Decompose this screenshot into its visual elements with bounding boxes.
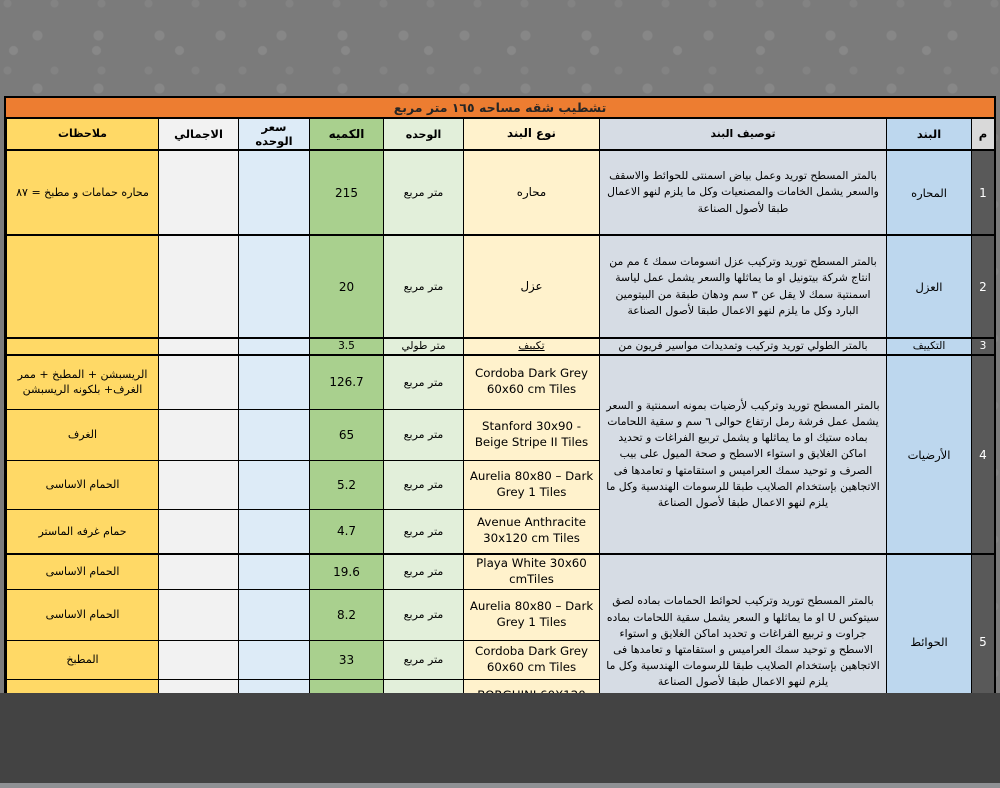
item-name: الأرضيات: [886, 354, 972, 555]
cell-notes: الحمام الاساسى: [6, 459, 159, 510]
cell-unit-price: [238, 508, 310, 555]
cell-unit: متر مربع: [383, 588, 464, 641]
cell-type: Cordoba Dark Grey 60x60 cm Tiles: [463, 354, 600, 410]
cell-unit-price: [238, 588, 310, 641]
quotation-table: م البند توصيف البند نوع البند الوحده الك…: [6, 118, 995, 730]
cell-unit: متر مربع: [383, 459, 464, 510]
item-description: بالمتر المسطح توريد وتركيب لأرضيات بمونه…: [599, 354, 887, 555]
cell-type: Avenue Anthracite 30x120 cm Tiles: [463, 508, 600, 555]
table-row: 2 العزل بالمتر المسطح توريد وتركيب عزل ا…: [6, 234, 995, 339]
item-description: بالمتر الطولي توريد وتركيب وتمديدات مواس…: [599, 337, 887, 356]
table-row: 1 المحاره بالمتر المسطح توريد وعمل بياض …: [6, 149, 995, 236]
cell-total: [158, 552, 239, 590]
row-number: 3: [971, 337, 995, 356]
cell-type: تكييف: [463, 337, 600, 356]
table-row: Cordoba Dark Grey 60x60 cm Tiles متر مرب…: [6, 639, 995, 680]
cell-notes: حمام غرفه الماستر: [6, 508, 159, 555]
cell-unit: متر طولي: [383, 337, 464, 356]
cell-type: Stanford 30x90 - Beige Stripe II Tiles: [463, 408, 600, 461]
cell-total: [158, 337, 239, 356]
table-row: 5 الحوائط بالمتر المسطح توريد وتركيب لحو…: [6, 552, 995, 730]
cell-notes: الغرف: [6, 408, 159, 461]
cell-qty: 4.7: [309, 508, 384, 555]
cell-notes: الحمام الاساسى: [6, 588, 159, 641]
cell-qty: 126.7: [309, 354, 384, 410]
cell-unit-price: [238, 459, 310, 510]
cell-type: Aurelia 80x80 – Dark Grey 1 Tiles: [463, 459, 600, 510]
cell-type: عزل: [463, 234, 600, 339]
col-header-item: البند: [886, 118, 972, 151]
cell-unit-price: [238, 639, 310, 680]
table-row: 3 التكييف بالمتر الطولي توريد وتركيب وتم…: [6, 337, 995, 356]
cell-unit: متر مربع: [383, 149, 464, 236]
cell-total: [158, 459, 239, 510]
cell-unit: متر مربع: [383, 639, 464, 680]
cell-notes: الريسبشن + المطبخ + ممر الغرف+ بلكونه ال…: [6, 354, 159, 410]
item-name: المحاره: [886, 149, 972, 236]
cell-qty: 19.6: [309, 552, 384, 590]
item-name: العزل: [886, 234, 972, 339]
item-description: بالمتر المسطح توريد وتركيب عزل انسومات س…: [599, 234, 887, 339]
cell-qty: 215: [309, 149, 384, 236]
cell-unit: متر مربع: [383, 408, 464, 461]
table-row: Avenue Anthracite 30x120 cm Tiles متر مر…: [6, 508, 995, 555]
cell-unit-price: [238, 354, 310, 410]
cell-unit: متر مربع: [383, 234, 464, 339]
cell-notes: [6, 337, 159, 356]
col-header-qty: الكميه: [309, 118, 384, 151]
table-row: Aurelia 80x80 – Dark Grey 1 Tiles متر مر…: [6, 459, 995, 510]
col-header-description: توصيف البند: [599, 118, 887, 151]
cell-total: [158, 639, 239, 680]
cell-unit-price: [238, 552, 310, 590]
table-row: 4 الأرضيات بالمتر المسطح توريد وتركيب لأ…: [6, 354, 995, 555]
cell-total: [158, 408, 239, 461]
col-header-total: الاجمالي: [158, 118, 239, 151]
col-header-notes: ملاحظات: [6, 118, 159, 151]
sheet-title: تشطيب شقه مساحه ١٦٥ متر مربع: [6, 98, 994, 118]
cell-notes: [6, 234, 159, 339]
quotation-table-sheet: تشطيب شقه مساحه ١٦٥ متر مربع م البند توص…: [4, 96, 996, 732]
cell-unit-price: [238, 149, 310, 236]
table-row: Stanford 30x90 - Beige Stripe II Tiles م…: [6, 408, 995, 461]
cell-type: Cordoba Dark Grey 60x60 cm Tiles: [463, 639, 600, 680]
cell-qty: 5.2: [309, 459, 384, 510]
col-header-unit-price: سعر الوحده: [238, 118, 310, 151]
cell-total: [158, 354, 239, 410]
col-header-unit: الوحده: [383, 118, 464, 151]
cell-unit: متر مربع: [383, 508, 464, 555]
cell-qty: 8.2: [309, 588, 384, 641]
row-number: 1: [971, 149, 995, 236]
cell-unit: متر مربع: [383, 552, 464, 590]
header-row: م البند توصيف البند نوع البند الوحده الك…: [6, 118, 995, 151]
cell-total: [158, 588, 239, 641]
bottom-edge-strip: [0, 783, 1000, 788]
cell-unit: متر مربع: [383, 354, 464, 410]
footer-band: MOULLAK: [0, 693, 1000, 783]
item-description: بالمتر المسطح توريد وعمل بياض اسمنتى للح…: [599, 149, 887, 236]
item-name: التكييف: [886, 337, 972, 356]
cell-notes: محاره حمامات و مطبخ = ٨٧: [6, 149, 159, 236]
cell-qty: 65: [309, 408, 384, 461]
cell-total: [158, 149, 239, 236]
row-number: 2: [971, 234, 995, 339]
cell-notes: المطبخ: [6, 639, 159, 680]
cell-qty: 33: [309, 639, 384, 680]
cell-qty: 20: [309, 234, 384, 339]
cell-unit-price: [238, 408, 310, 461]
cell-qty: 3.5: [309, 337, 384, 356]
row-number: 4: [971, 354, 995, 555]
col-header-type: نوع البند: [463, 118, 600, 151]
cell-type: Aurelia 80x80 – Dark Grey 1 Tiles: [463, 588, 600, 641]
cell-unit-price: [238, 337, 310, 356]
cell-total: [158, 234, 239, 339]
cell-notes: الحمام الاساسى: [6, 552, 159, 590]
col-header-num: م: [971, 118, 995, 151]
cell-unit-price: [238, 234, 310, 339]
cell-type: محاره: [463, 149, 600, 236]
cell-total: [158, 508, 239, 555]
cell-type: Playa White 30x60 cmTiles: [463, 552, 600, 590]
table-row: Aurelia 80x80 – Dark Grey 1 Tiles متر مر…: [6, 588, 995, 641]
